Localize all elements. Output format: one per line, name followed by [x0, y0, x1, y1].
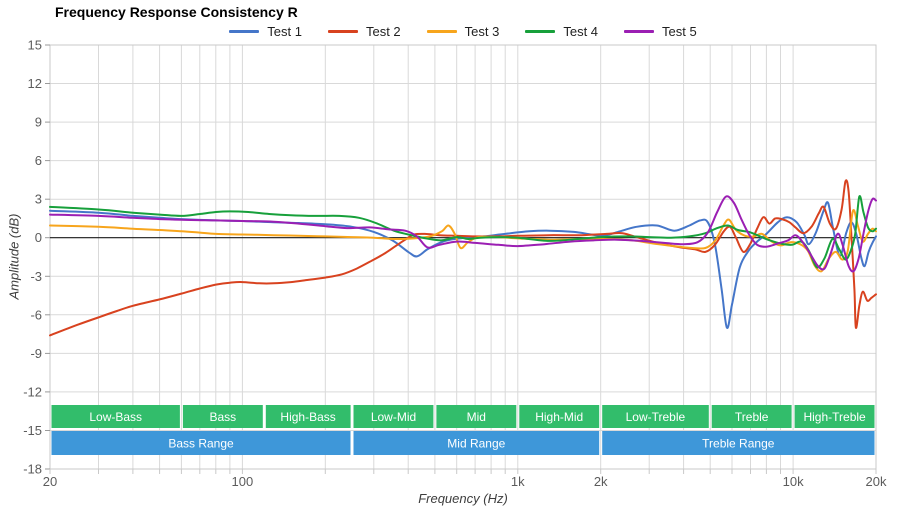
plot-border [49, 44, 877, 470]
band-label-bass-range: Bass Range [168, 437, 234, 451]
y-tick-label: -6 [30, 307, 42, 322]
y-tick-label: 12 [28, 76, 42, 91]
chart-title: Frequency Response Consistency R [55, 4, 298, 20]
y-tick-label: -9 [30, 346, 42, 361]
legend-item-test-1[interactable]: Test 1 [229, 24, 302, 39]
band-label-high-bass: High-Bass [280, 410, 335, 424]
legend-label-test-4: Test 4 [563, 24, 599, 39]
band-low-mid [353, 405, 434, 428]
band-low-treble [602, 405, 709, 428]
legend-swatch-test-1 [229, 30, 260, 33]
x-tick-label: 20k [866, 474, 887, 489]
band-label-mid-range: Mid Range [447, 437, 505, 451]
x-tick-label: 1k [511, 474, 525, 489]
band-label-low-treble: Low-Treble [626, 410, 686, 424]
y-tick-label: 6 [35, 153, 42, 168]
x-tick-label: 2k [594, 474, 608, 489]
x-tick-label: 20 [43, 474, 57, 489]
series-line-test-4 [49, 195, 877, 269]
band-label-low-mid: Low-Mid [371, 410, 416, 424]
series-line-test-5 [49, 195, 877, 273]
legend-label-test-5: Test 5 [662, 24, 697, 39]
y-axis-title: Amplitude (dB) [6, 213, 22, 300]
band-label-bass: Bass [209, 410, 236, 424]
x-axis-title: Frequency (Hz) [418, 491, 508, 506]
legend-item-test-3[interactable]: Test 3 [426, 24, 500, 39]
legend-label-test-1: Test 1 [267, 24, 302, 39]
band-treble-range [602, 431, 875, 455]
y-tick-label: 15 [28, 38, 42, 53]
legend-item-test-2[interactable]: Test 2 [327, 24, 401, 39]
band-bass-range [51, 431, 351, 455]
legend-item-test-4[interactable]: Test 4 [525, 24, 598, 39]
band-mid-range [353, 431, 600, 455]
y-tick-label: -18 [23, 462, 42, 477]
series-line-test-2 [49, 179, 877, 337]
x-tick-label: 100 [232, 474, 254, 489]
band-label-treble: Treble [735, 410, 769, 424]
band-high-treble [794, 405, 875, 428]
series-line-test-1 [49, 201, 877, 329]
x-tick-label: 10k [783, 474, 804, 489]
legend-swatch-test-2 [327, 30, 358, 33]
band-high-bass [265, 405, 351, 428]
band-label-treble-range: Treble Range [702, 437, 775, 451]
band-treble [711, 405, 792, 428]
band-label-high-mid: High-Mid [535, 410, 583, 424]
band-bass [182, 405, 263, 428]
band-label-mid: Mid [467, 410, 486, 424]
legend-swatch-test-3 [426, 30, 457, 33]
band-low-bass [51, 405, 180, 428]
y-tick-label: 3 [35, 192, 42, 207]
y-tick-label: 9 [35, 115, 42, 130]
y-tick-label: -3 [30, 269, 42, 284]
legend-label-test-3: Test 3 [464, 24, 500, 39]
y-tick-label: -15 [23, 423, 42, 438]
band-label-low-bass: Low-Bass [89, 410, 142, 424]
band-label-high-treble: High-Treble [803, 410, 866, 424]
legend-swatch-test-4 [525, 30, 556, 33]
legend: Test 1 Test 2 Test 3 Test 4 Test 5 [50, 24, 876, 39]
legend-swatch-test-5 [624, 30, 655, 33]
y-tick-label: 0 [35, 230, 42, 245]
band-high-mid [519, 405, 600, 428]
y-tick-label: -12 [23, 384, 42, 399]
band-mid [436, 405, 517, 428]
legend-item-test-5[interactable]: Test 5 [624, 24, 697, 39]
legend-label-test-2: Test 2 [365, 24, 401, 39]
